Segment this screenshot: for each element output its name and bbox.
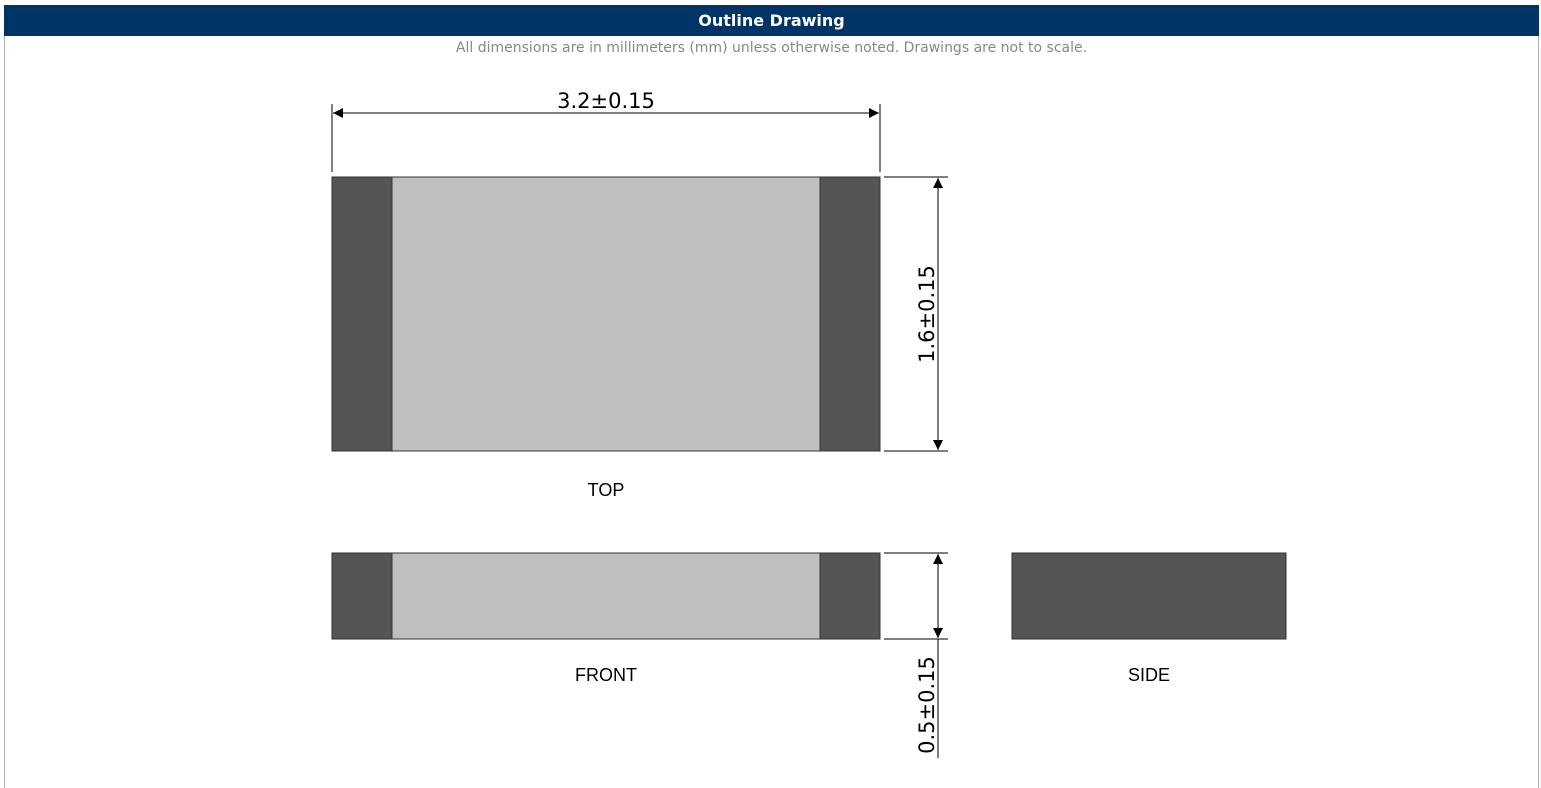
section-header: Outline Drawing xyxy=(4,5,1539,36)
side-view xyxy=(1011,552,1287,640)
front-view-label: FRONT xyxy=(575,665,637,685)
top-view xyxy=(331,176,881,452)
length-dimension: 3.2±0.15 xyxy=(331,89,881,172)
length-label: 3.2±0.15 xyxy=(557,89,655,113)
top-right-terminal xyxy=(819,176,881,452)
top-left-terminal xyxy=(331,176,393,452)
front-body xyxy=(331,552,881,640)
dimension-note: All dimensions are in millimeters (mm) u… xyxy=(455,40,1088,56)
front-right-terminal xyxy=(819,552,881,640)
drawing-frame xyxy=(4,5,1539,788)
front-left-terminal xyxy=(331,552,393,640)
thickness-label: 0.5±0.15 xyxy=(915,656,939,754)
side-view-label: SIDE xyxy=(1128,665,1170,685)
front-view xyxy=(331,552,881,640)
width-label: 1.6±0.15 xyxy=(915,265,939,363)
width-dimension: 1.6±0.15 xyxy=(884,176,948,452)
thickness-dimension: 0.5±0.15 xyxy=(884,552,948,758)
top-view-label: TOP xyxy=(588,480,625,500)
top-body xyxy=(331,176,881,452)
